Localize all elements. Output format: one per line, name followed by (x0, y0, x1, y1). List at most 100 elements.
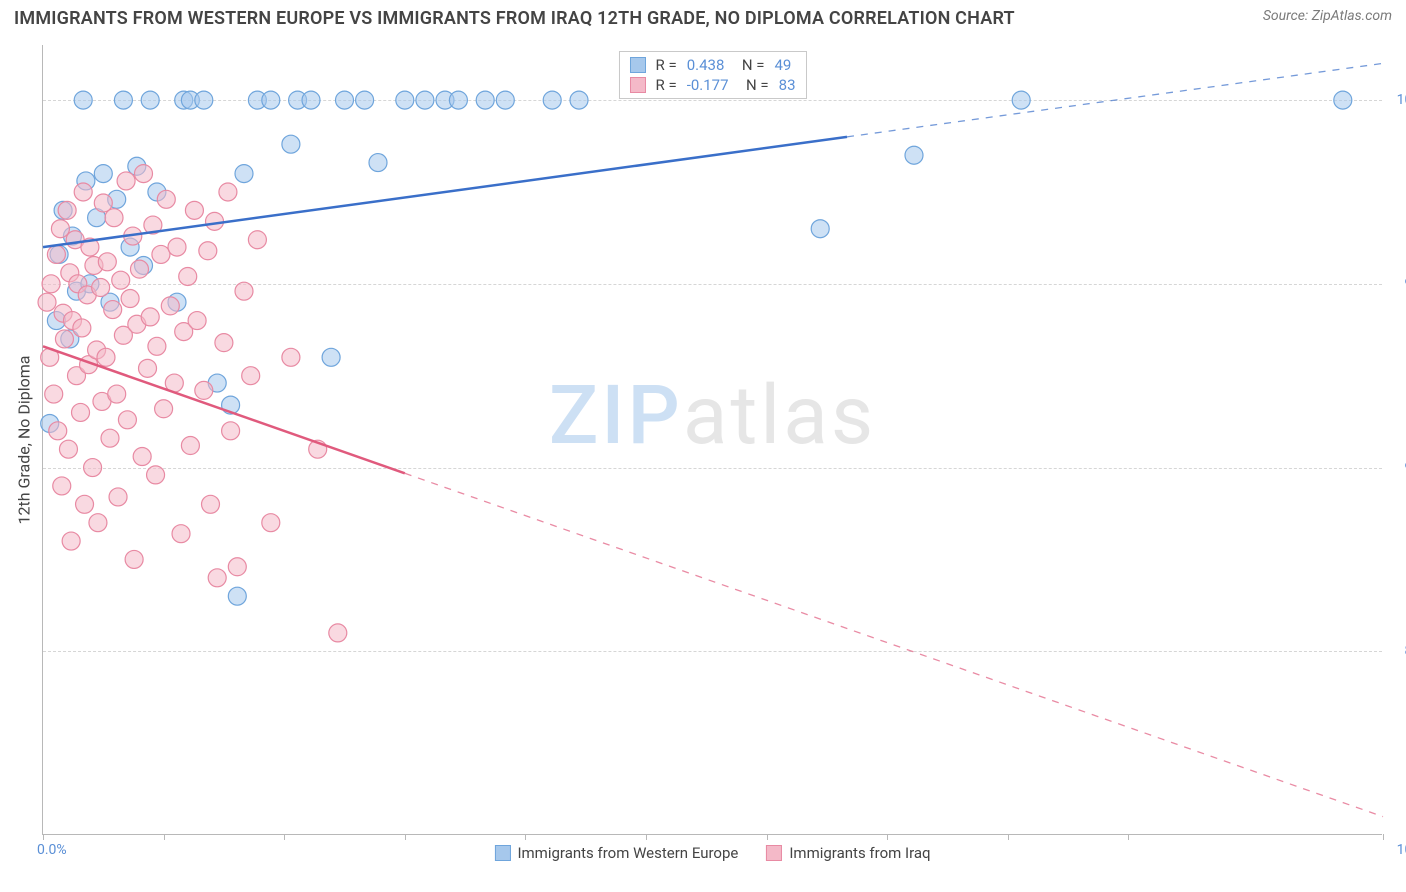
scatter-point-series-1 (148, 337, 166, 355)
regression-line-solid-1 (43, 346, 405, 473)
scatter-point-series-1 (141, 308, 159, 326)
scatter-point-series-0 (114, 91, 132, 109)
scatter-point-series-1 (72, 403, 90, 421)
corr-r-label-1: R = (655, 76, 676, 94)
corr-n-label-0: N = (734, 56, 764, 74)
title-bar: IMMIGRANTS FROM WESTERN EUROPE VS IMMIGR… (0, 0, 1406, 33)
scatter-point-series-1 (73, 319, 91, 337)
scatter-point-series-1 (172, 525, 190, 543)
scatter-point-series-0 (336, 91, 354, 109)
scatter-point-series-1 (62, 532, 80, 550)
x-tick (525, 834, 526, 840)
scatter-point-series-1 (38, 293, 56, 311)
scatter-point-series-1 (329, 624, 347, 642)
legend-label-1: Immigrants from Iraq (789, 844, 930, 862)
x-tick (1008, 834, 1009, 840)
scatter-point-series-1 (97, 348, 115, 366)
scatter-point-series-1 (98, 253, 116, 271)
scatter-point-series-0 (74, 91, 92, 109)
scatter-point-series-0 (1012, 91, 1030, 109)
scatter-point-series-0 (195, 91, 213, 109)
scatter-point-series-1 (45, 385, 63, 403)
scatter-point-series-1 (219, 183, 237, 201)
y-tick-label: 100.0% (1387, 92, 1406, 108)
scatter-point-series-1 (104, 301, 122, 319)
scatter-point-series-1 (235, 282, 253, 300)
legend-label-0: Immigrants from Western Europe (517, 844, 738, 862)
scatter-point-series-1 (262, 514, 280, 532)
y-axis-label: 12th Grade, No Diploma (15, 356, 34, 525)
scatter-point-series-0 (811, 220, 829, 238)
scatter-point-series-1 (49, 422, 67, 440)
x-tick (43, 834, 44, 840)
scatter-point-series-1 (125, 550, 143, 568)
corr-n-value-1: 83 (779, 76, 796, 94)
scatter-point-series-0 (905, 146, 923, 164)
corr-r-value-1: -0.177 (687, 76, 729, 94)
x-tick (405, 834, 406, 840)
scatter-point-series-1 (157, 190, 175, 208)
scatter-point-series-1 (76, 495, 94, 513)
scatter-point-series-1 (53, 477, 71, 495)
plot-svg (43, 45, 1383, 835)
scatter-point-series-1 (121, 290, 139, 308)
scatter-point-series-1 (89, 514, 107, 532)
scatter-point-series-1 (101, 429, 119, 447)
corr-swatch-0 (629, 57, 645, 73)
scatter-point-series-1 (248, 231, 266, 249)
correlation-row-1: R = -0.177 N = 83 (629, 76, 795, 94)
scatter-point-series-1 (51, 220, 69, 238)
scatter-point-series-0 (282, 135, 300, 153)
scatter-point-series-0 (322, 348, 340, 366)
scatter-point-series-1 (188, 312, 206, 330)
x-tick (1128, 834, 1129, 840)
corr-n-label-1: N = (739, 76, 769, 94)
scatter-point-series-1 (42, 275, 60, 293)
plot: ZIPatlas R = 0.438 N = 49 R = -0.177 N =… (42, 45, 1382, 835)
x-tick (646, 834, 647, 840)
scatter-point-series-1 (112, 271, 130, 289)
corr-r-value-0: 0.438 (687, 56, 725, 74)
y-tick-label: 90.0% (1387, 460, 1406, 476)
regression-line-dashed-1 (405, 473, 1383, 816)
scatter-point-series-1 (105, 209, 123, 227)
scatter-point-series-0 (235, 165, 253, 183)
x-tick (887, 834, 888, 840)
scatter-point-series-1 (108, 385, 126, 403)
scatter-point-series-1 (202, 495, 220, 513)
scatter-point-series-1 (185, 201, 203, 219)
x-tick (1383, 834, 1384, 840)
scatter-point-series-1 (55, 330, 73, 348)
legend-item-1: Immigrants from Iraq (766, 844, 930, 862)
scatter-point-series-0 (543, 91, 561, 109)
scatter-point-series-1 (152, 245, 170, 263)
scatter-point-series-1 (130, 260, 148, 278)
scatter-point-series-1 (242, 367, 260, 385)
scatter-point-series-1 (133, 448, 151, 466)
x-tick (164, 834, 165, 840)
scatter-point-series-1 (181, 437, 199, 455)
x-tick (767, 834, 768, 840)
scatter-point-series-1 (282, 348, 300, 366)
scatter-point-series-1 (139, 359, 157, 377)
y-tick-label: 85.0% (1387, 643, 1406, 659)
scatter-point-series-1 (222, 422, 240, 440)
scatter-point-series-0 (369, 154, 387, 172)
scatter-point-series-1 (228, 558, 246, 576)
scatter-point-series-1 (135, 165, 153, 183)
scatter-point-series-1 (147, 466, 165, 484)
correlation-row-0: R = 0.438 N = 49 (629, 56, 795, 74)
scatter-point-series-0 (356, 91, 374, 109)
scatter-point-series-0 (262, 91, 280, 109)
scatter-point-series-0 (396, 91, 414, 109)
scatter-point-series-1 (168, 238, 186, 256)
scatter-point-series-0 (496, 91, 514, 109)
x-tick-label-max: 100.0% (1387, 842, 1406, 858)
scatter-point-series-1 (206, 212, 224, 230)
corr-n-value-0: 49 (774, 56, 791, 74)
legend-bottom: Immigrants from Western Europe Immigrant… (494, 844, 930, 862)
scatter-point-series-1 (47, 245, 65, 263)
scatter-point-series-0 (302, 91, 320, 109)
regression-line-dashed-0 (847, 63, 1383, 136)
scatter-point-series-1 (161, 297, 179, 315)
